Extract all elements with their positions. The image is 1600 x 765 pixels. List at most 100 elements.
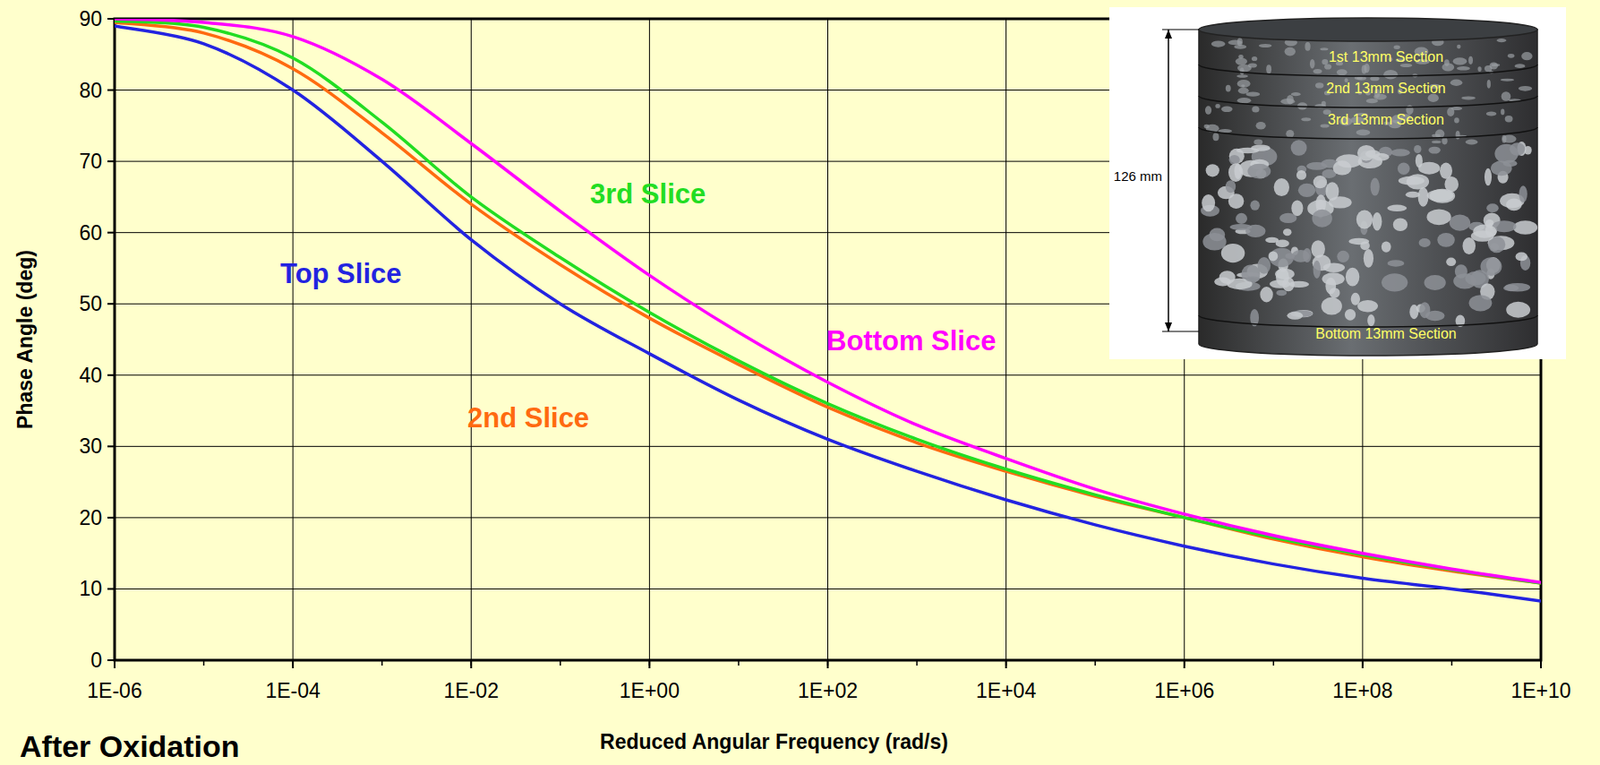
aggregate [1247,163,1271,180]
series-label: 2nd Slice [467,402,590,434]
section-label: 1st 13mm Section [1328,49,1444,65]
x-grid-line [292,18,294,660]
aggregate [1336,250,1350,263]
aggregate [1428,146,1440,155]
aggregate [1502,135,1517,144]
aggregate [1367,314,1375,326]
section-line [1198,64,1538,77]
aggregate [1490,160,1513,176]
aggregate [1258,43,1273,48]
aggregate [1304,42,1310,52]
aggregate [1237,79,1251,88]
x-grid-line [470,18,472,660]
chart: 1E-061E-041E-021E+001E+021E+041E+061E+08… [0,0,1600,765]
y-tick-label: 70 [78,149,103,173]
inset-background [1109,7,1566,360]
aggregate [1284,253,1295,259]
aggregate [1393,217,1408,232]
x-tick-label: 1E-02 [444,678,499,702]
aggregate [1472,224,1497,239]
aggregate [1275,290,1287,297]
aggregate [1500,78,1515,82]
aggregate [1351,292,1361,306]
aggregate [1205,105,1212,114]
aggregate [1501,91,1512,101]
aggregate [1204,124,1210,129]
aggregate [1259,286,1273,302]
aggregate [1437,232,1455,248]
aggregate [1419,238,1431,248]
aggregate [1487,79,1491,89]
x-tick-label: 1E+04 [975,678,1036,702]
y-tick-label: 90 [78,7,103,31]
x-tick-label: 1E+06 [1154,678,1215,702]
aggregate [1235,213,1248,224]
plot-area [114,18,1541,601]
background [0,0,1600,765]
y-grid-line [114,588,1541,590]
aggregate [1486,111,1498,117]
aggregate [1333,160,1352,175]
aggregate [1363,248,1374,268]
aggregate [1387,259,1405,266]
cylinder-top [1198,17,1538,42]
aggregate [1505,115,1514,122]
aggregate [1469,294,1493,311]
aggregate [1286,94,1294,104]
y-tick-label: 40 [78,363,103,387]
aggregate [1462,237,1475,255]
aggregate [1484,65,1493,72]
section-label: 3rd 13mm Section [1327,111,1445,128]
series-line [114,22,1541,583]
aggregate [1409,304,1419,319]
aggregate [1468,56,1473,65]
aggregate [1386,205,1407,212]
aggregate [1372,212,1383,231]
aggregate [1370,178,1380,197]
y-tick-label: 80 [78,78,103,103]
aggregate [1507,53,1515,59]
aggregate [1366,98,1378,103]
aggregate [1245,275,1260,282]
aggregate [1269,280,1291,289]
aggregate [1321,59,1328,65]
aggregate [1427,209,1452,226]
series-line [114,25,1541,601]
series-line [114,20,1541,583]
aggregate [1319,47,1328,51]
aggregate [1257,256,1272,274]
aggregate [1518,85,1532,92]
x-tick-label: 1E-06 [86,678,142,702]
aggregate [1439,162,1453,180]
aggregate [1461,96,1476,101]
aggregate [1486,203,1498,213]
aggregate [1519,185,1528,203]
aggregate [1236,74,1249,78]
aggregate [1484,168,1492,186]
aggregate [1228,40,1243,46]
aggregate [1249,200,1259,211]
aggregate [1390,148,1410,156]
y-tick-label: 20 [78,505,103,530]
section-label: Bottom 13mm Section [1315,325,1456,342]
aggregate [1444,59,1450,67]
aggregate [1237,64,1252,72]
aggregate [1221,106,1233,112]
aggregate [1201,194,1215,212]
x-tick-label: 1E+02 [797,678,858,702]
title: After Oxidation [19,728,240,763]
aggregate [1313,260,1321,279]
y-tick-label: 60 [78,221,103,245]
aggregate [1455,130,1461,139]
aggregate [1398,176,1425,186]
aggregate [1450,79,1464,86]
aggregate [1313,175,1327,189]
aggregate [1240,68,1245,76]
aggregate [1357,299,1378,312]
aggregate [1453,273,1477,289]
y-grid-line [114,516,1541,518]
aggregate [1321,297,1343,316]
aggregate [1451,106,1464,111]
aggregate [1206,163,1220,177]
series-line [114,18,1541,582]
